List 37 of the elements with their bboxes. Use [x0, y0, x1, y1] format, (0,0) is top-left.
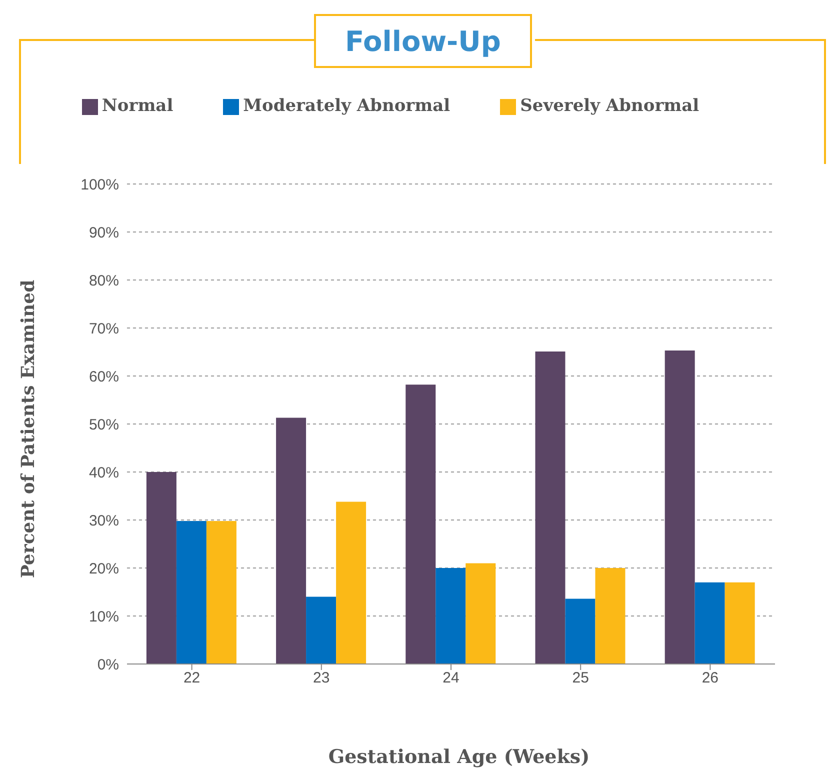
y-tick-label: 60% — [88, 368, 119, 386]
bar — [694, 582, 725, 664]
y-tick-label: 50% — [88, 416, 119, 434]
bar — [146, 472, 176, 664]
bar — [306, 596, 336, 664]
bar — [466, 563, 496, 664]
x-axis-title: Gestational Age (Weeks) — [327, 746, 591, 768]
x-tick-label: 22 — [183, 670, 200, 687]
y-tick-label: 20% — [88, 560, 119, 578]
chart-title: Follow-Up — [345, 24, 501, 58]
bar — [436, 568, 466, 664]
bar — [176, 520, 206, 664]
bar — [276, 418, 306, 664]
x-tick-label: 24 — [442, 670, 460, 687]
y-axis-title: Percent of Patients Examined — [18, 278, 40, 580]
bar — [664, 350, 695, 664]
bar — [535, 352, 566, 664]
y-tick-label: 70% — [88, 320, 119, 338]
x-tick-label: 25 — [572, 670, 589, 687]
y-tick-label: 0% — [97, 656, 119, 674]
y-tick-label: 30% — [88, 512, 119, 530]
bar — [406, 384, 436, 664]
y-tick-label: 80% — [88, 272, 119, 290]
legend-label: Moderately Abnormal — [243, 96, 450, 116]
bar — [724, 582, 755, 664]
y-tick-label: 40% — [88, 464, 119, 482]
y-tick-label: 10% — [88, 608, 119, 626]
legend-label: Normal — [102, 96, 174, 116]
x-tick-label: 26 — [702, 670, 719, 687]
bar — [336, 502, 366, 664]
legend-label: Severely Abnormal — [520, 96, 700, 116]
bar — [565, 598, 596, 664]
bar — [206, 520, 236, 664]
x-tick-label: 23 — [313, 670, 330, 687]
y-tick-label: 100% — [80, 176, 119, 194]
y-tick-label: 90% — [88, 224, 119, 242]
bar — [595, 568, 626, 664]
